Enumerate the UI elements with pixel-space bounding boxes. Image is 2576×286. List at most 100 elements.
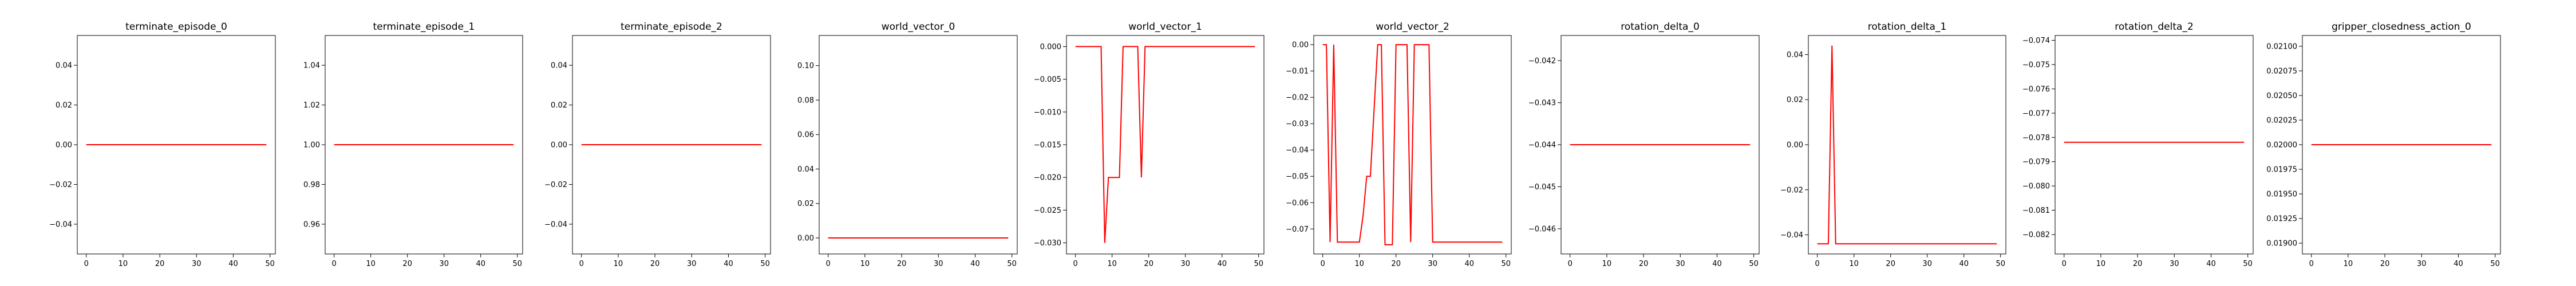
x-tick-label: 10 [1354,260,1364,268]
axes-frame [77,35,276,255]
subplot-world_vector_0: world_vector_0 0 10 20 30 40 50 0.00 0.02 0.04 0.0… [797,21,1018,268]
x-tick-label: 40 [476,260,485,268]
y-tick-label: 0.04 [1787,51,1803,59]
y-tick-label: −0.043 [1528,99,1556,108]
x-tick-label: 10 [2344,260,2353,268]
y-tick-label: 0.02 [56,101,72,110]
y-tick-label: −0.080 [2022,182,2050,191]
y-tick-label: −0.020 [1034,174,1061,182]
y-tick-label: 0.02000 [2266,141,2297,150]
x-tick-label: 30 [192,260,202,268]
subplot-title: rotation_delta_0 [1621,21,1700,33]
x-tick-label: 40 [228,260,238,268]
axes-frame [1560,35,1760,255]
axes-frame [1808,35,2006,255]
x-tick-label: 30 [687,260,697,268]
x-tick-label: 0 [2309,260,2314,268]
y-tick-label: 0.02100 [2266,42,2297,51]
x-tick-label: 30 [439,260,449,268]
y-tick-label: −0.010 [1034,108,1061,117]
x-tick-label: 40 [2453,260,2463,268]
y-tick-label: 0.04 [797,165,814,174]
y-tick-label: 0.08 [797,96,814,105]
y-tick-label: −0.015 [1034,141,1061,150]
y-tick-label: −0.081 [2022,206,2050,215]
subplot-title: terminate_episode_0 [125,21,227,33]
y-tick-label: 0.00 [1292,41,1309,50]
y-tick-label: 0.00 [56,141,72,150]
x-tick-label: 20 [1886,260,1895,268]
subplot-title: terminate_episode_2 [621,21,722,33]
y-tick-label: 0.00 [1787,141,1803,150]
x-tick-label: 0 [579,260,584,268]
y-tick-label: 0.02 [551,101,567,110]
x-tick-label: 40 [2206,260,2216,268]
x-tick-label: 0 [84,260,89,268]
axes-frame [2302,35,2501,255]
subplot-title: gripper_closedness_action_0 [2332,21,2471,33]
y-tick-label: −0.02 [49,181,72,189]
x-tick-label: 50 [512,260,522,268]
x-tick-label: 30 [1676,260,1685,268]
x-tick-label: 0 [1568,260,1573,268]
y-tick-label: 1.00 [303,141,320,150]
x-tick-label: 10 [2096,260,2106,268]
x-tick-label: 10 [118,260,128,268]
x-tick-label: 40 [1464,260,1474,268]
x-tick-label: 50 [760,260,770,268]
x-tick-label: 30 [1428,260,1437,268]
y-tick-label: −0.076 [2022,85,2050,94]
subplot-title: world_vector_1 [1128,21,1202,33]
y-tick-label: 0.02025 [2266,116,2297,125]
y-tick-label: 0.02 [797,200,814,208]
y-tick-label: −0.082 [2022,231,2050,240]
subplot-title: terminate_episode_1 [373,21,475,33]
x-tick-label: 20 [155,260,165,268]
subplot-rotation_delta_2: rotation_delta_2 0 10 20 30 40 50 −0.082 −0.081 −… [2022,21,2254,268]
y-tick-label: 0.01950 [2266,190,2297,199]
subplot-gripper_closedness_action_0: gripper_closedness_action_0 0 10 20 30 40 50 0.… [2266,21,2501,268]
x-tick-label: 20 [1391,260,1401,268]
x-tick-label: 0 [332,260,337,268]
y-tick-label: 0.04 [551,62,567,70]
y-tick-label: −0.02 [544,181,567,189]
y-tick-label: 0.10 [797,62,814,70]
axes-frame [819,35,1018,255]
x-tick-label: 10 [1602,260,1612,268]
y-tick-label: −0.04 [49,220,72,229]
x-tick-label: 0 [2062,260,2067,268]
x-tick-label: 10 [614,260,623,268]
x-tick-label: 40 [970,260,980,268]
y-tick-label: −0.079 [2022,158,2050,166]
series-line [1817,45,1997,245]
y-tick-label: −0.02 [1286,94,1309,102]
x-tick-label: 0 [1815,260,1820,268]
x-tick-label: 50 [1007,260,1017,268]
y-tick-label: −0.078 [2022,134,2050,142]
y-tick-label: 0.98 [303,181,320,189]
y-tick-label: 0.01900 [2266,240,2297,248]
subplot-title: world_vector_2 [1376,21,1449,33]
subplot-title: world_vector_0 [882,21,955,33]
y-tick-label: 0.01975 [2266,166,2297,174]
x-tick-label: 0 [1073,260,1078,268]
x-tick-label: 30 [1922,260,1932,268]
y-tick-label: −0.005 [1034,76,1061,84]
y-tick-label: −0.05 [1286,173,1309,181]
y-tick-label: 0.00 [797,234,814,243]
y-tick-label: −0.07 [1286,225,1309,234]
x-tick-label: 30 [2417,260,2427,268]
subplot-world_vector_1: world_vector_1 0 10 20 30 40 50 −0.030 −0.025 −0.… [1034,21,1265,268]
y-tick-label: −0.074 [2022,37,2050,45]
x-tick-label: 20 [650,260,660,268]
axes-frame [1066,35,1265,255]
y-tick-label: 0.02 [1787,96,1803,105]
x-tick-label: 50 [265,260,275,268]
axes-frame [1313,35,1512,255]
x-tick-label: 10 [1107,260,1117,268]
y-tick-label: −0.030 [1034,239,1061,248]
subplot-rotation_delta_1: rotation_delta_1 0 10 20 30 40 50 −0.04 −0.02 0.0… [1780,21,2006,268]
subplot-world_vector_2: world_vector_2 0 10 20 30 40 50 −0.07 −0.06 −0.05… [1286,21,1512,268]
y-tick-label: 0.01925 [2266,215,2297,224]
x-tick-label: 10 [1849,260,1859,268]
